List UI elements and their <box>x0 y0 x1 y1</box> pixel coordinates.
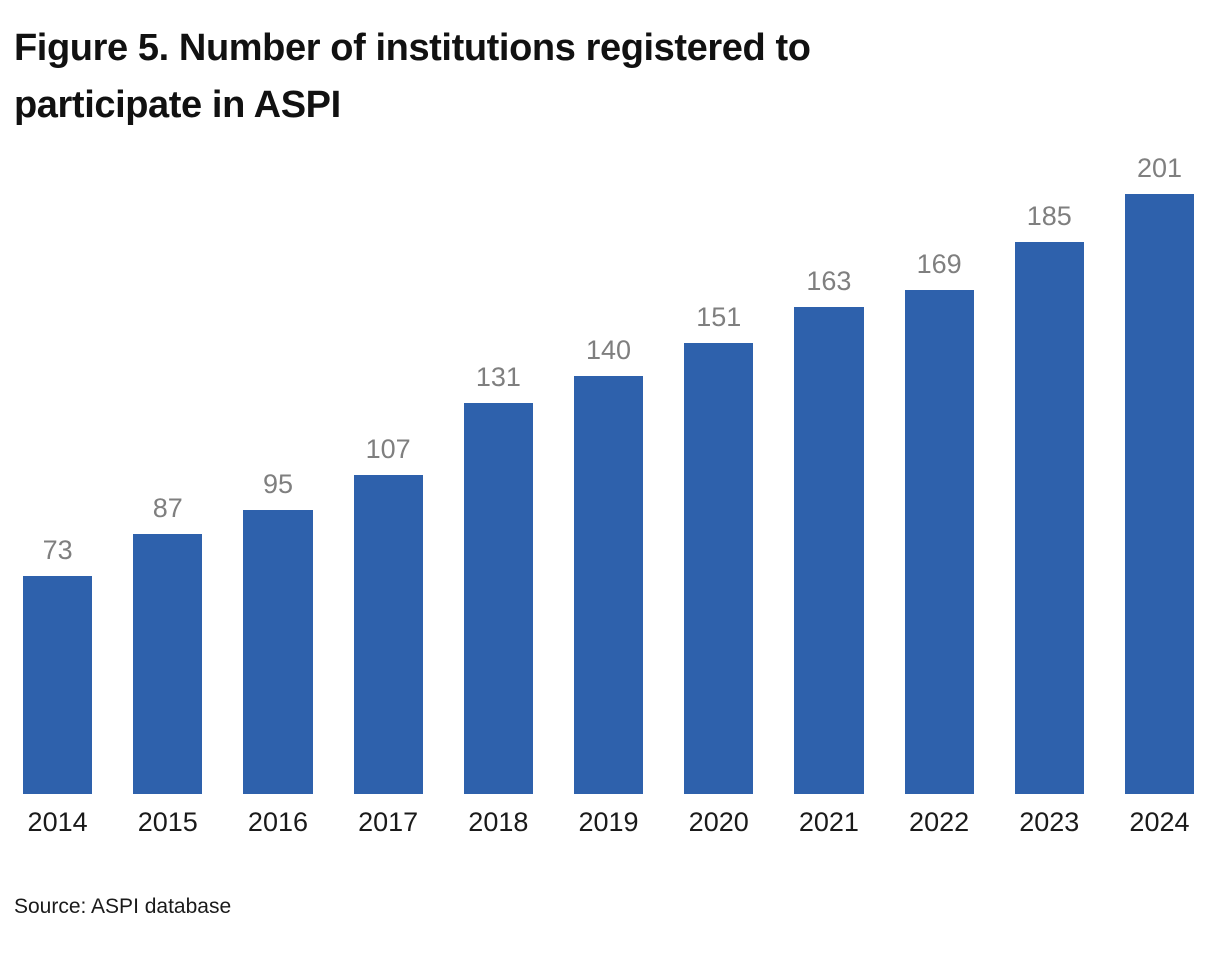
bar-column: 185 2023 <box>1014 201 1084 838</box>
bar-column: 151 2020 <box>684 302 754 838</box>
figure: Figure 5. Number of institutions registe… <box>0 20 1220 956</box>
bar-column: 131 2018 <box>463 362 533 838</box>
bar-column: 169 2022 <box>904 249 974 838</box>
bar-value-label: 163 <box>806 266 852 296</box>
bar <box>353 475 423 794</box>
figure-title-line2: participate in ASPI <box>14 84 341 126</box>
bar <box>1124 194 1195 794</box>
bar-column: 95 2016 <box>243 469 313 838</box>
bar <box>243 510 313 794</box>
bar-value-label: 169 <box>916 249 962 279</box>
x-axis-label: 2014 <box>27 807 88 837</box>
bar <box>573 376 644 794</box>
x-axis-label: 2024 <box>1129 807 1190 837</box>
x-axis-label: 2016 <box>247 807 308 837</box>
x-axis-label: 2023 <box>1019 807 1080 837</box>
x-axis-label: 2015 <box>137 807 198 837</box>
bar-value-label: 131 <box>475 362 521 392</box>
bar-value-label: 151 <box>696 302 742 332</box>
x-axis-label: 2021 <box>798 807 859 837</box>
bar <box>463 403 533 794</box>
x-axis-label: 2020 <box>688 807 749 837</box>
bar-column: 163 2021 <box>794 266 864 838</box>
bar-value-label: 73 <box>42 535 73 565</box>
bar <box>23 576 93 794</box>
bar-value-label: 201 <box>1136 153 1182 183</box>
bar-value-label: 140 <box>586 335 632 365</box>
figure-title: Figure 5. Number of institutions registe… <box>14 20 1200 134</box>
bar <box>684 343 754 794</box>
figure-title-line1: Figure 5. Number of institutions registe… <box>14 27 811 69</box>
bar-column: 140 2019 <box>573 335 644 838</box>
bar-value-label: 185 <box>1026 201 1072 231</box>
bar <box>794 307 864 794</box>
bar-column: 107 2017 <box>353 434 423 838</box>
bar-column: 87 2015 <box>133 493 203 838</box>
x-axis-label: 2019 <box>578 807 639 837</box>
bar-value-label: 107 <box>365 434 411 464</box>
bar <box>904 290 974 794</box>
bar-column: 73 2014 <box>23 535 93 838</box>
x-axis-label: 2022 <box>909 807 970 837</box>
bar <box>1014 242 1084 794</box>
bar-chart: 73 2014 87 2015 95 2016 107 2017 131 2018 140 2019 1… <box>23 153 1195 838</box>
bar-value-label: 87 <box>152 493 183 523</box>
source-note: Source: ASPI database <box>14 895 232 918</box>
bar-value-label: 95 <box>262 469 293 499</box>
x-axis-label: 2018 <box>468 807 529 837</box>
bar-column: 201 2024 <box>1124 153 1195 838</box>
bar <box>133 534 203 794</box>
x-axis-label: 2017 <box>358 807 419 837</box>
